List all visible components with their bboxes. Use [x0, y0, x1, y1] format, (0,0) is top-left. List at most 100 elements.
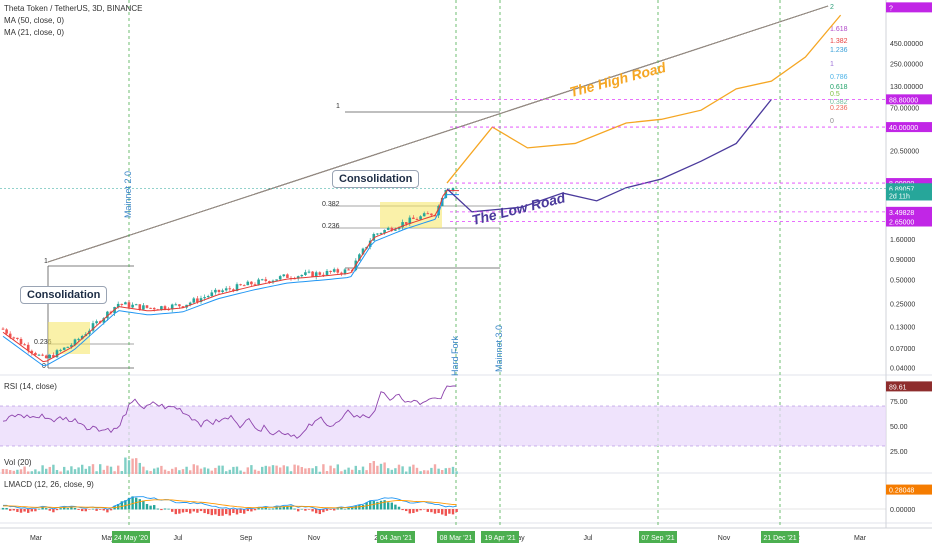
candle-body	[278, 276, 282, 280]
candle-body	[127, 302, 131, 308]
candle-body	[401, 222, 404, 228]
volume-bar	[91, 464, 95, 474]
price-axis-tick: 0.25000	[890, 302, 915, 309]
highlighted-date-bg	[437, 531, 475, 543]
macd-histogram-bar	[189, 509, 192, 514]
candle-body	[250, 281, 253, 285]
volume-bar	[142, 466, 145, 474]
ma21-line	[2, 190, 459, 363]
vol-legend: Vol (20)	[4, 458, 32, 467]
price-tag: 6.89057	[889, 186, 914, 193]
macd-histogram-bar	[408, 509, 411, 514]
volume-bar	[210, 470, 213, 474]
candle-body	[296, 276, 300, 279]
volume-bar	[376, 465, 379, 474]
volume-bar	[325, 471, 329, 474]
highlighted-date: 24 May '20	[114, 535, 148, 542]
candle-body	[322, 274, 325, 276]
highlighted-date: 21 Dec '21	[763, 535, 796, 542]
volume-bar	[372, 461, 375, 474]
candle-body	[275, 279, 278, 281]
candle-body	[41, 354, 44, 356]
volume-bar	[41, 465, 44, 474]
macd-axis-tick: 0.28048	[889, 488, 914, 495]
macd-histogram-bar	[379, 500, 383, 510]
ma50-line	[2, 194, 459, 367]
highlighted-date-bg	[761, 531, 799, 543]
price-axis-tick: 1.60000	[890, 237, 915, 244]
macd-histogram-bar	[99, 509, 102, 510]
candle-body	[174, 304, 178, 306]
macd-histogram-bar	[325, 509, 329, 511]
volume-bar	[304, 468, 307, 474]
price-tag-bg	[886, 216, 932, 227]
volume-bar	[109, 466, 113, 474]
volume-bar	[145, 470, 149, 474]
macd-histogram-bar	[196, 509, 199, 513]
volume-bar	[246, 467, 249, 474]
volume-bar	[221, 465, 224, 474]
candle-body	[412, 217, 415, 219]
consolidation-label-2: Consolidation	[332, 170, 420, 188]
macd-histogram-bar	[9, 509, 12, 511]
rsi-axis-tick: 50.00	[890, 424, 908, 431]
candle-body	[77, 338, 80, 340]
volume-bar	[318, 471, 321, 474]
high-road-line	[446, 14, 842, 184]
candle-body	[16, 337, 19, 339]
macd-histogram-bar	[376, 501, 379, 510]
candle-body	[397, 227, 401, 230]
volume-bar	[131, 458, 134, 474]
fib-level-label: 1.236	[830, 47, 848, 54]
candle-body	[318, 272, 322, 275]
price-axis-tick: 130.00000	[890, 84, 923, 91]
candle-body	[59, 349, 62, 351]
volume-bar	[264, 465, 267, 474]
candle-body	[430, 213, 433, 216]
volume-bar	[203, 467, 206, 474]
low-road-line	[446, 98, 772, 213]
macd-histogram-bar	[59, 508, 62, 510]
candle-body	[368, 240, 372, 247]
macd-histogram-bar	[199, 509, 203, 512]
macd-histogram-bar	[156, 508, 159, 510]
macd-histogram-bar	[250, 509, 253, 512]
candle-body	[131, 304, 134, 308]
volume-bar	[430, 467, 433, 474]
volume-bar	[59, 471, 62, 474]
price-tag-bg	[886, 2, 932, 13]
candle-body	[192, 298, 196, 303]
volume-bar	[451, 466, 455, 474]
candle-body	[73, 339, 77, 346]
macd-histogram-bar	[174, 509, 177, 515]
candle-body	[124, 302, 127, 305]
candle-body	[206, 296, 210, 298]
macd-histogram-bar	[34, 509, 37, 512]
volume-bar	[412, 464, 415, 474]
price-axis-tick: 450.00000	[890, 41, 923, 48]
candle-body	[404, 222, 408, 224]
macd-histogram-bar	[124, 500, 127, 510]
macd-histogram-bar	[243, 509, 246, 514]
candle-body	[196, 298, 199, 302]
candle-body	[314, 272, 318, 277]
candle-body	[426, 213, 430, 215]
macd-histogram-bar	[52, 509, 55, 513]
candle-body	[228, 288, 232, 290]
volume-bar	[199, 468, 203, 474]
macd-histogram-bar	[397, 506, 401, 510]
event-label: Mainnet 2.0	[123, 171, 133, 218]
volume-bar	[117, 465, 120, 474]
price-tag-bg	[886, 122, 932, 133]
volume-bar	[9, 470, 12, 474]
volume-bar	[27, 471, 30, 474]
volume-bar	[369, 463, 372, 474]
macd-histogram-bar	[444, 509, 447, 516]
candle-body	[1, 328, 5, 330]
macd-histogram-bar	[307, 509, 311, 510]
macd-histogram-bar	[372, 500, 375, 510]
rsi-axis-tick: 75.00	[890, 399, 908, 406]
fib-retracement-label: 0	[42, 363, 46, 370]
macd-legend: LMACD (12, 26, close, 9)	[4, 480, 94, 489]
